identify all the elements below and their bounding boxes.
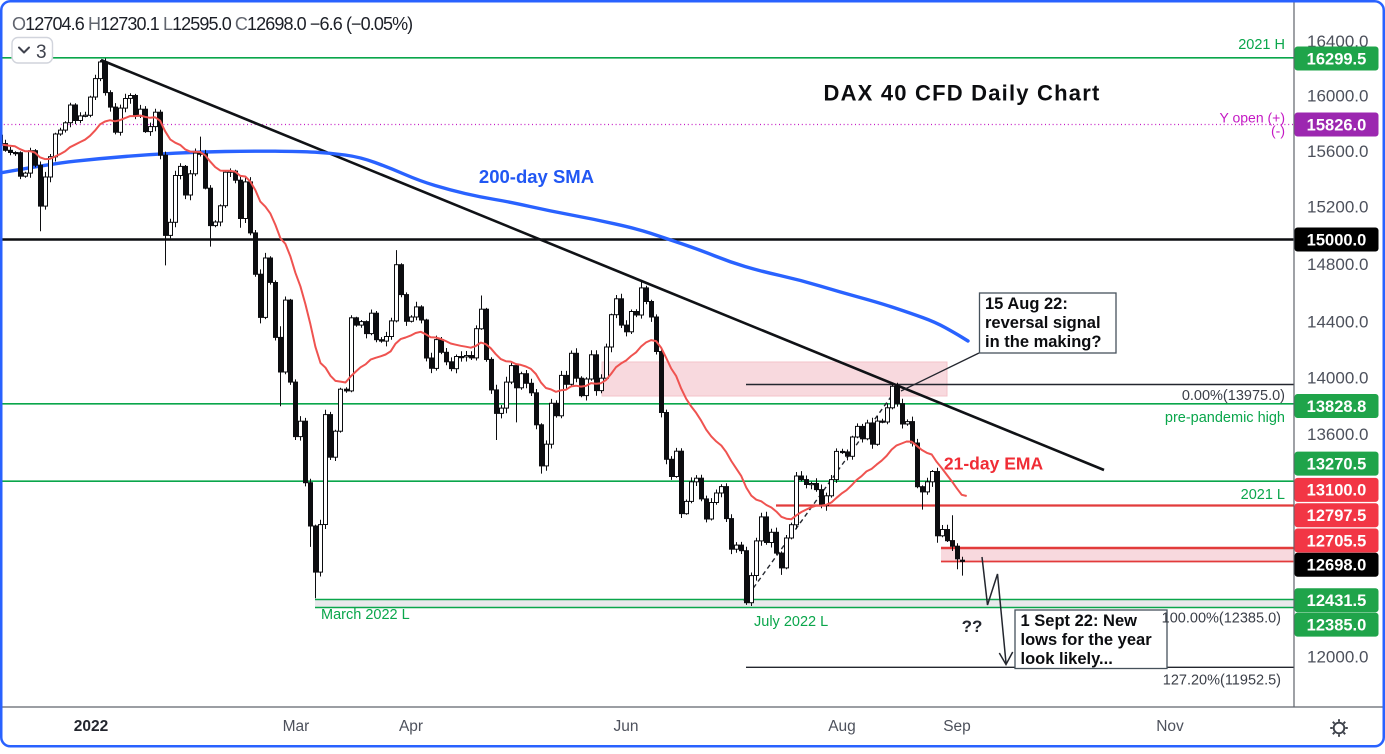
svg-text:14000.0: 14000.0	[1307, 369, 1368, 388]
svg-text:Jun: Jun	[614, 718, 639, 735]
svg-text:DAX 40 CFD Daily Chart: DAX 40 CFD Daily Chart	[823, 81, 1100, 106]
svg-text:12698.0: 12698.0	[1307, 557, 1367, 575]
svg-text:(-): (-)	[1271, 123, 1285, 139]
svg-text:0.00%(13975.0): 0.00%(13975.0)	[1182, 388, 1285, 404]
svg-text:200-day SMA: 200-day SMA	[479, 166, 594, 187]
svg-text:in the making?: in the making?	[985, 333, 1101, 351]
svg-text:12797.5: 12797.5	[1307, 507, 1367, 525]
svg-text:July 2022 L: July 2022 L	[754, 614, 828, 630]
svg-text:15200.0: 15200.0	[1307, 198, 1368, 217]
svg-text:15600.0: 15600.0	[1307, 142, 1368, 161]
svg-text:2021 L: 2021 L	[1241, 487, 1285, 503]
svg-text:reversal signal: reversal signal	[985, 314, 1101, 332]
svg-text:15 Aug 22:: 15 Aug 22:	[985, 295, 1068, 313]
svg-text:14800.0: 14800.0	[1307, 255, 1368, 274]
svg-text:127.20%(11952.5): 127.20%(11952.5)	[1163, 673, 1281, 689]
svg-text:March 2022 L: March 2022 L	[321, 607, 410, 623]
svg-text:13828.8: 13828.8	[1307, 398, 1367, 416]
svg-text:21-day EMA: 21-day EMA	[944, 454, 1044, 474]
svg-text:O12704.6 H12730.1 L12595.0: O12704.6 H12730.1 L12595.0 C12698.0 −6.6…	[12, 14, 412, 34]
svg-text:pre-pandemic high: pre-pandemic high	[1165, 410, 1285, 426]
svg-text:Sep: Sep	[943, 718, 971, 735]
svg-text:look likely...: look likely...	[1021, 650, 1113, 668]
svg-text:Apr: Apr	[399, 718, 423, 735]
svg-text:??: ??	[962, 617, 983, 636]
svg-text:12000.0: 12000.0	[1307, 648, 1368, 667]
svg-text:12431.5: 12431.5	[1307, 592, 1367, 610]
svg-text:lows for the year: lows for the year	[1021, 631, 1153, 649]
svg-text:Mar: Mar	[283, 718, 310, 735]
svg-text:2021 H: 2021 H	[1238, 37, 1285, 53]
svg-text:100.00%(12385.0): 100.00%(12385.0)	[1162, 611, 1281, 627]
svg-text:12385.0: 12385.0	[1307, 616, 1367, 634]
svg-text:16000.0: 16000.0	[1307, 87, 1368, 106]
svg-text:12705.5: 12705.5	[1307, 532, 1367, 550]
svg-text:16299.5: 16299.5	[1307, 50, 1367, 68]
svg-text:14400.0: 14400.0	[1307, 313, 1368, 332]
svg-text:13600.0: 13600.0	[1307, 425, 1368, 444]
svg-text:15000.0: 15000.0	[1307, 231, 1367, 249]
svg-text:2022: 2022	[74, 718, 108, 735]
svg-text:Aug: Aug	[828, 718, 856, 735]
svg-text:1 Sept 22: New: 1 Sept 22: New	[1021, 612, 1138, 630]
svg-text:15826.0: 15826.0	[1307, 116, 1367, 134]
svg-text:13100.0: 13100.0	[1307, 482, 1367, 500]
svg-text:Nov: Nov	[1156, 718, 1184, 735]
svg-text:3: 3	[36, 42, 47, 63]
svg-text:13270.5: 13270.5	[1307, 455, 1367, 473]
